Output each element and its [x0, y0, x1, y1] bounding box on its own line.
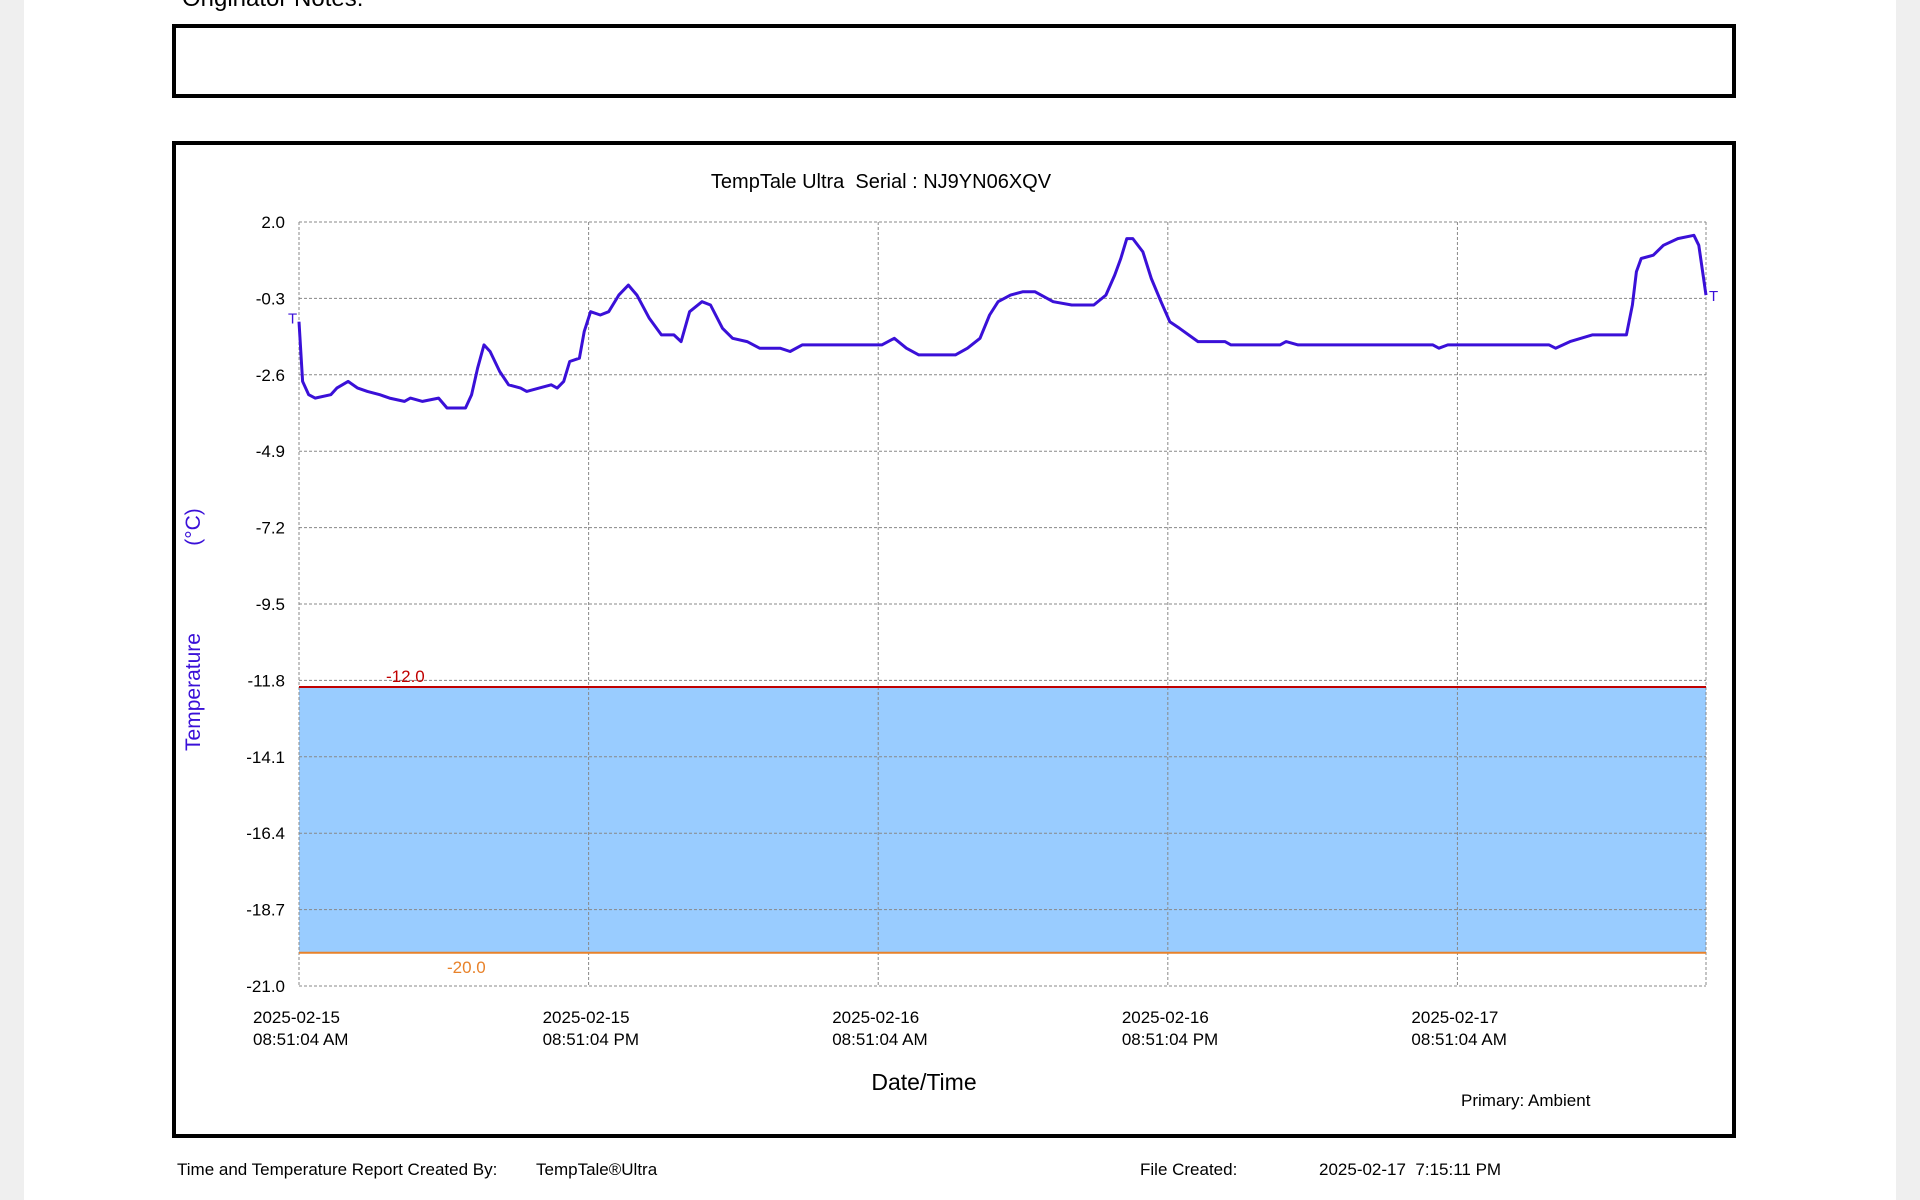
- footer-file-created-label: File Created:: [1140, 1160, 1237, 1179]
- paper: [24, 0, 1896, 1200]
- x-tick-label: 08:51:04 PM: [1122, 1030, 1218, 1049]
- limit-label: -20.0: [447, 958, 486, 977]
- x-tick-label: 08:51:04 AM: [832, 1030, 927, 1049]
- y-tick-label: -9.5: [256, 595, 285, 614]
- limit-label: -12.0: [386, 667, 425, 686]
- limit-band: [299, 687, 1706, 953]
- footer-created-by-label: Time and Temperature Report Created By:: [177, 1160, 497, 1179]
- chart-title: TempTale Ultra Serial : NJ9YN06XQV: [711, 171, 1052, 193]
- x-tick-label: 2025-02-16: [1122, 1008, 1209, 1027]
- chart-box: [172, 141, 1736, 1138]
- footer-created-by: TempTale®Ultra: [536, 1160, 658, 1179]
- x-tick-label: 2025-02-17: [1411, 1008, 1498, 1027]
- x-tick-label: 2025-02-15: [543, 1008, 630, 1027]
- x-tick-label: 2025-02-16: [832, 1008, 919, 1027]
- notes-box: [172, 24, 1736, 98]
- y-tick-label: -4.9: [256, 442, 285, 461]
- footer-file-created: 2025-02-17 7:15:11 PM: [1319, 1160, 1501, 1179]
- y-tick-label: 2.0: [261, 213, 285, 232]
- y-tick-label: -0.3: [256, 289, 285, 308]
- trip-marker: T: [288, 311, 297, 328]
- y-axis-label: Temperature: [182, 633, 205, 751]
- y-tick-label: -14.1: [246, 748, 285, 767]
- x-tick-label: 08:51:04 AM: [253, 1030, 348, 1049]
- x-tick-label: 2025-02-15: [253, 1008, 340, 1027]
- y-tick-label: -18.7: [246, 901, 285, 920]
- primary-label: Primary: Ambient: [1461, 1091, 1591, 1110]
- x-tick-label: 08:51:04 AM: [1411, 1030, 1506, 1049]
- notes-label: Originator Notes:: [182, 0, 363, 12]
- series-line: [297, 233, 1708, 410]
- y-tick-label: -11.8: [248, 671, 286, 690]
- x-axis-label: Date/Time: [871, 1069, 976, 1095]
- y-axis-unit: (°C): [182, 508, 205, 546]
- y-tick-label: -16.4: [246, 824, 285, 843]
- trip-marker: T: [1709, 288, 1718, 305]
- y-tick-label: -2.6: [256, 366, 285, 385]
- y-tick-label: -7.2: [256, 519, 285, 538]
- x-tick-label: 08:51:04 PM: [543, 1030, 639, 1049]
- y-tick-label: -21.0: [246, 977, 285, 996]
